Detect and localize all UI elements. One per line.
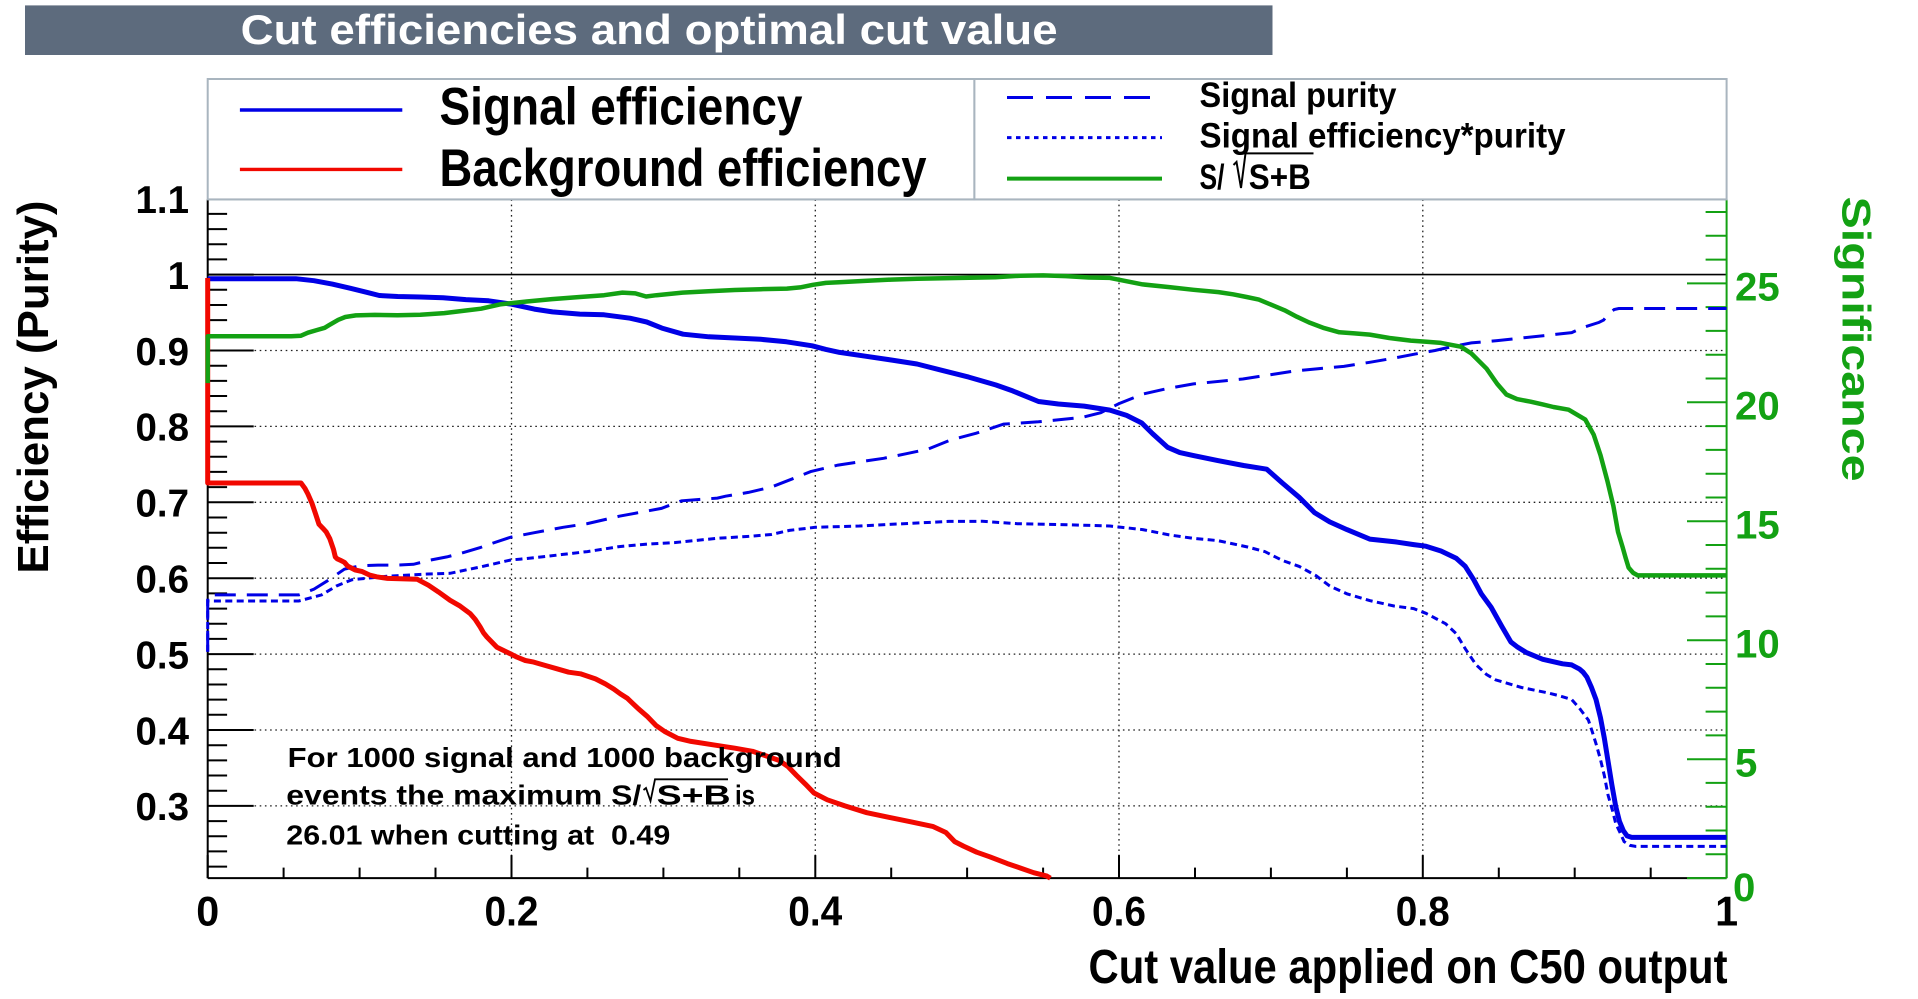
svg-text:0.4: 0.4 <box>788 888 842 934</box>
svg-text:0.8: 0.8 <box>1396 888 1450 934</box>
svg-text:20: 20 <box>1735 384 1780 429</box>
svg-text:S+B: S+B <box>657 779 731 810</box>
svg-text:Cut value applied on C50 outpu: Cut value applied on C50 output <box>1089 941 1728 994</box>
svg-text:For 1000 signal and 1000 backg: For 1000 signal and 1000 background <box>288 742 842 773</box>
svg-text:15: 15 <box>1735 503 1780 548</box>
svg-text:0.2: 0.2 <box>485 888 539 934</box>
svg-text:0.6: 0.6 <box>1092 888 1146 934</box>
svg-text:S/: S/ <box>1200 158 1225 197</box>
svg-text:5: 5 <box>1735 741 1757 786</box>
svg-text:Background efficiency: Background efficiency <box>440 139 927 198</box>
svg-text:0.4: 0.4 <box>135 710 189 753</box>
svg-text:0.9: 0.9 <box>135 331 189 374</box>
svg-text:Signal efficiency: Signal efficiency <box>440 78 803 137</box>
svg-text:1: 1 <box>1715 888 1738 934</box>
svg-text:10: 10 <box>1735 622 1780 667</box>
svg-text:is: is <box>735 779 755 810</box>
svg-text:0: 0 <box>1733 865 1755 910</box>
svg-text:Efficiency (Purity): Efficiency (Purity) <box>10 201 58 574</box>
svg-text:0.7: 0.7 <box>135 483 189 526</box>
svg-text:25: 25 <box>1735 265 1780 310</box>
svg-text:0.8: 0.8 <box>135 407 189 450</box>
svg-text:Signal purity: Signal purity <box>1200 76 1398 115</box>
svg-text:S+B: S+B <box>1249 158 1311 197</box>
svg-text:0.5: 0.5 <box>135 634 189 677</box>
svg-text:26.01 when cutting at 0.49: 26.01 when cutting at 0.49 <box>286 819 670 850</box>
svg-text:events the maximum S/: events the maximum S/ <box>286 779 641 810</box>
svg-text:Signal efficiency*purity: Signal efficiency*purity <box>1200 117 1567 156</box>
svg-text:Cut efficiencies and optimal c: Cut efficiencies and optimal cut value <box>241 6 1058 53</box>
svg-text:1.1: 1.1 <box>135 179 189 222</box>
svg-text:1: 1 <box>168 255 189 298</box>
svg-text:0.3: 0.3 <box>135 786 189 829</box>
svg-text:0.6: 0.6 <box>135 559 189 602</box>
svg-text:0: 0 <box>196 888 219 934</box>
svg-text:Significance: Significance <box>1834 197 1878 482</box>
